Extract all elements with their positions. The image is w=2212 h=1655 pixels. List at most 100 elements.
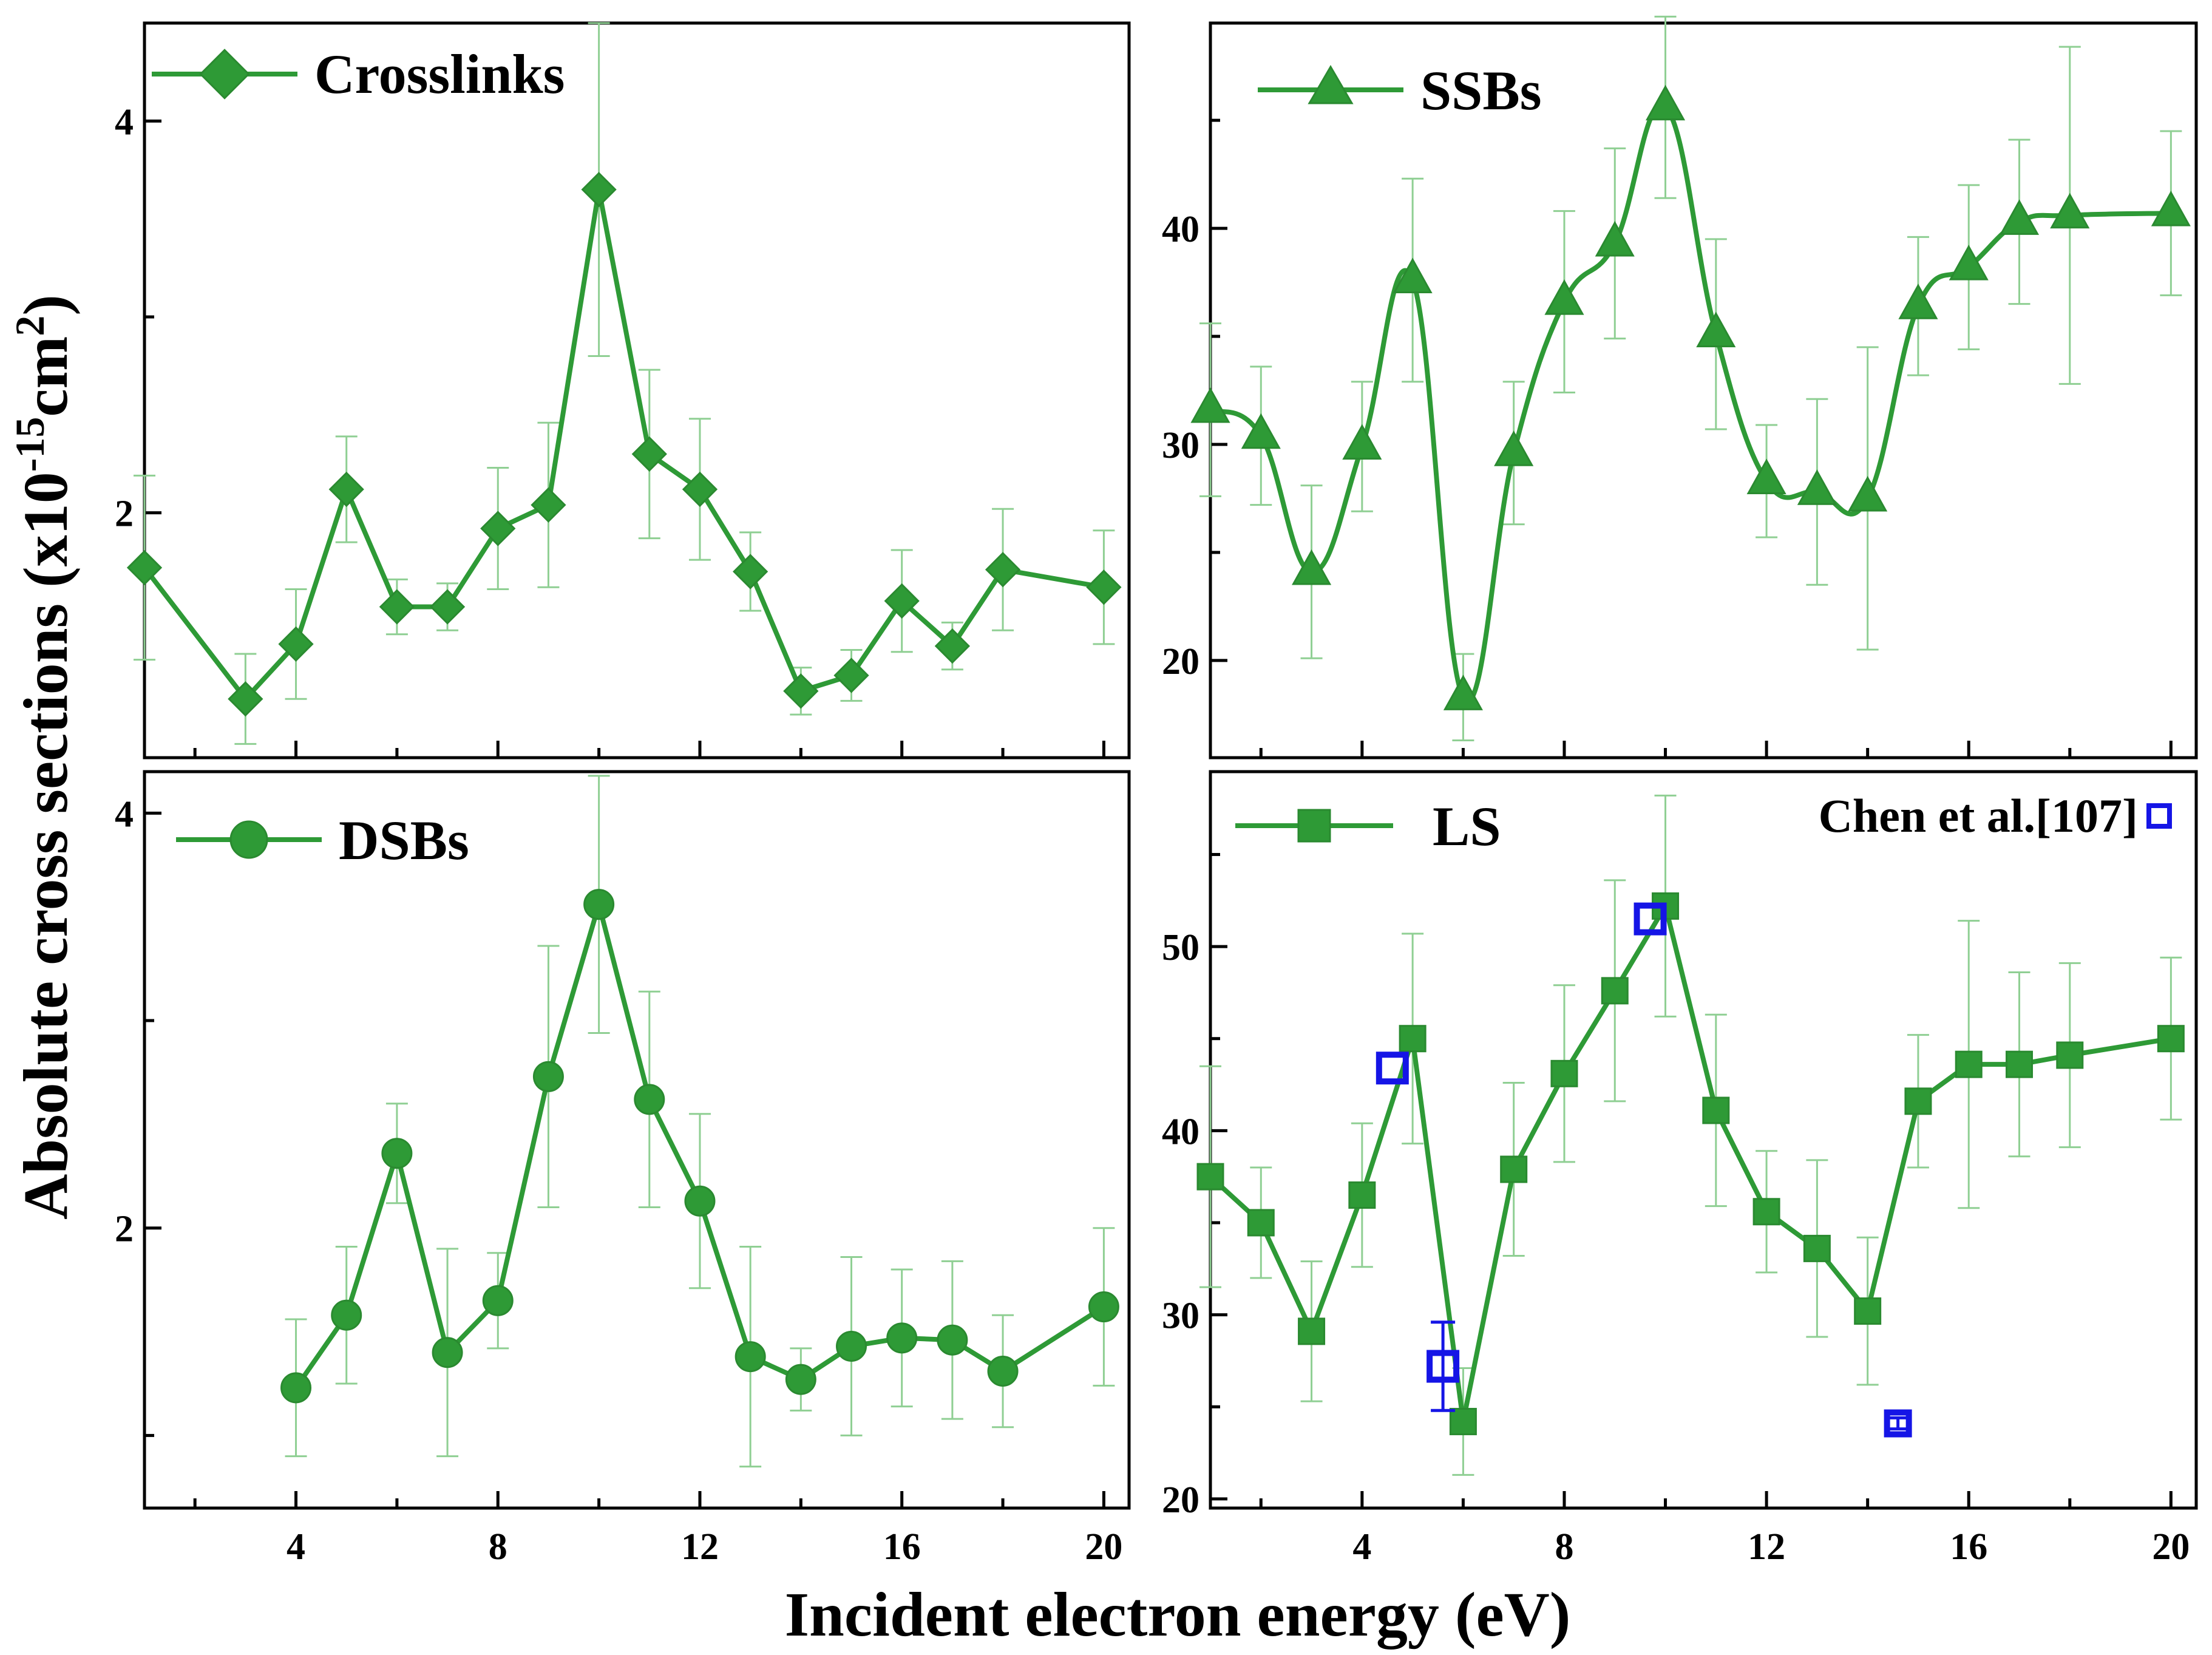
ls-panel-frame <box>1209 770 2198 1510</box>
ls-x-tick-label: 8 <box>1555 1526 1573 1568</box>
ls-y-tick-label: 20 <box>1162 1480 1199 1521</box>
crosslinks-data-point <box>733 554 768 590</box>
ls-data-point <box>1752 1198 1780 1226</box>
reference-data-point <box>1884 1409 1912 1438</box>
ssbs-data-point <box>1595 220 1635 257</box>
crosslinks-data-point <box>429 589 466 625</box>
dsbs-data-point <box>634 1084 665 1115</box>
ls-y-tick-label: 40 <box>1162 1111 1199 1152</box>
ls-data-point <box>1601 977 1629 1005</box>
crosslinks-data-point <box>126 549 163 586</box>
dsbs-data-point <box>532 1061 564 1092</box>
dsbs-data-point <box>684 1185 716 1217</box>
crosslinks-data-point <box>934 628 970 664</box>
ls-legend: LS <box>1235 795 1501 857</box>
ssbs-y-tick-label: 40 <box>1162 209 1199 250</box>
ls-x-tick-label: 4 <box>1352 1526 1371 1568</box>
ls-legend-label: LS <box>1433 795 1501 857</box>
ls-legend-marker <box>1297 809 1331 843</box>
crosslinks-data-point <box>682 471 718 508</box>
y-axis-title-exp1: -15 <box>7 417 53 472</box>
ssbs-data-point <box>1544 279 1584 315</box>
ls-data-point <box>2056 1041 2084 1069</box>
y-axis-title: Absolute cross sections (x10-15cm2) <box>7 294 81 1220</box>
reference-legend-label: Chen et al.[107] <box>1819 789 2138 842</box>
dsbs-series-line <box>294 902 1105 1390</box>
ls-data-point <box>1348 1181 1376 1209</box>
crosslinks-data-point <box>631 436 667 472</box>
reference-data-point <box>1634 902 1667 936</box>
crosslinks-y-tick-label: 4 <box>115 101 134 143</box>
y-axis-title-exp2: 2 <box>7 316 53 336</box>
ls-x-tick-label: 16 <box>1950 1526 1987 1568</box>
ls-y-tick-label: 50 <box>1162 927 1199 968</box>
ssbs-data-point <box>1848 475 1888 512</box>
y-axis-title-main: Absolute cross sections (x10 <box>11 472 81 1220</box>
ls-series-line <box>1209 903 2172 1424</box>
ls-data-point <box>1298 1317 1326 1345</box>
dsbs-y-tick-label: 4 <box>115 794 134 835</box>
ssbs-data-point <box>1241 413 1281 449</box>
reference-legend: Chen et al.[107] <box>1819 789 2172 842</box>
dsbs-data-point <box>482 1285 514 1316</box>
crosslinks-panel: 24 <box>115 22 1122 758</box>
ssbs-data-point <box>1190 387 1230 423</box>
reference-legend-marker <box>2146 803 2172 829</box>
crosslinks-data-point <box>228 681 263 717</box>
ssbs-y-tick-label: 20 <box>1162 641 1199 682</box>
dsbs-x-tick-label: 16 <box>883 1526 921 1568</box>
ssbs-data-point <box>1999 199 2040 235</box>
crosslinks-data-point <box>783 673 819 709</box>
dsbs-data-point <box>432 1337 463 1368</box>
dsbs-legend: DSBs <box>176 809 469 871</box>
dsbs-data-point <box>987 1355 1019 1387</box>
reference-data-point <box>1427 1350 1460 1383</box>
ls-data-point <box>1247 1209 1275 1237</box>
crosslinks-data-point <box>985 552 1021 588</box>
y-axis-title-unit: cm <box>11 336 81 417</box>
ssbs-data-point <box>1393 257 1433 293</box>
dsbs-data-point <box>937 1324 968 1356</box>
ssbs-data-point <box>1696 311 1736 347</box>
x-axis-title: Incident electron energy (eV) <box>785 1580 1571 1650</box>
dsbs-x-tick-label: 20 <box>1085 1526 1122 1568</box>
dsbs-data-point <box>886 1322 918 1354</box>
crosslinks-data-point <box>531 487 566 523</box>
ssbs-data-point <box>1443 675 1483 710</box>
ls-data-point <box>1955 1050 1983 1078</box>
dsbs-data-point <box>280 1372 312 1404</box>
dsbs-data-point <box>735 1341 766 1373</box>
ssbs-legend: SSBs <box>1258 59 1542 121</box>
ssbs-data-point <box>1342 424 1382 460</box>
ssbs-series-line <box>1209 103 2171 704</box>
dsbs-panel-frame <box>143 770 1131 1510</box>
crosslinks-data-point <box>833 658 869 693</box>
ssbs-data-point <box>1746 458 1786 494</box>
crosslinks-legend-label: Crosslinks <box>314 43 565 105</box>
dsbs-legend-label: DSBs <box>339 809 469 871</box>
ls-data-point <box>1904 1087 1932 1115</box>
crosslinks-data-point <box>480 511 516 546</box>
crosslinks-data-point <box>1086 569 1122 605</box>
ssbs-legend-marker <box>1308 65 1354 104</box>
reference-data-point <box>1376 1052 1409 1085</box>
ls-data-point <box>2157 1025 2185 1053</box>
crosslinks-data-point <box>328 471 364 508</box>
crosslinks-data-point <box>581 172 617 208</box>
ls-panel: 4 8 12 16 20 20 30 40 50 <box>1162 794 2190 1568</box>
ls-y-tick-label: 30 <box>1162 1296 1199 1337</box>
ssbs-data-point <box>2151 191 2191 226</box>
dsbs-data-point <box>331 1299 362 1331</box>
dsbs-legend-marker <box>229 820 268 859</box>
ssbs-y-tick-label: 30 <box>1162 425 1199 466</box>
ssbs-data-point <box>1494 430 1534 466</box>
crosslinks-y-tick-label: 2 <box>115 494 134 535</box>
ls-data-point <box>1803 1234 1831 1262</box>
dsbs-y-tick-label: 2 <box>115 1209 134 1250</box>
ssbs-data-point <box>1898 284 1938 319</box>
ssbs-legend-label: SSBs <box>1420 59 1542 121</box>
crosslinks-legend-marker <box>199 49 250 100</box>
dsbs-data-point <box>381 1138 413 1169</box>
dsbs-data-point <box>785 1364 816 1395</box>
